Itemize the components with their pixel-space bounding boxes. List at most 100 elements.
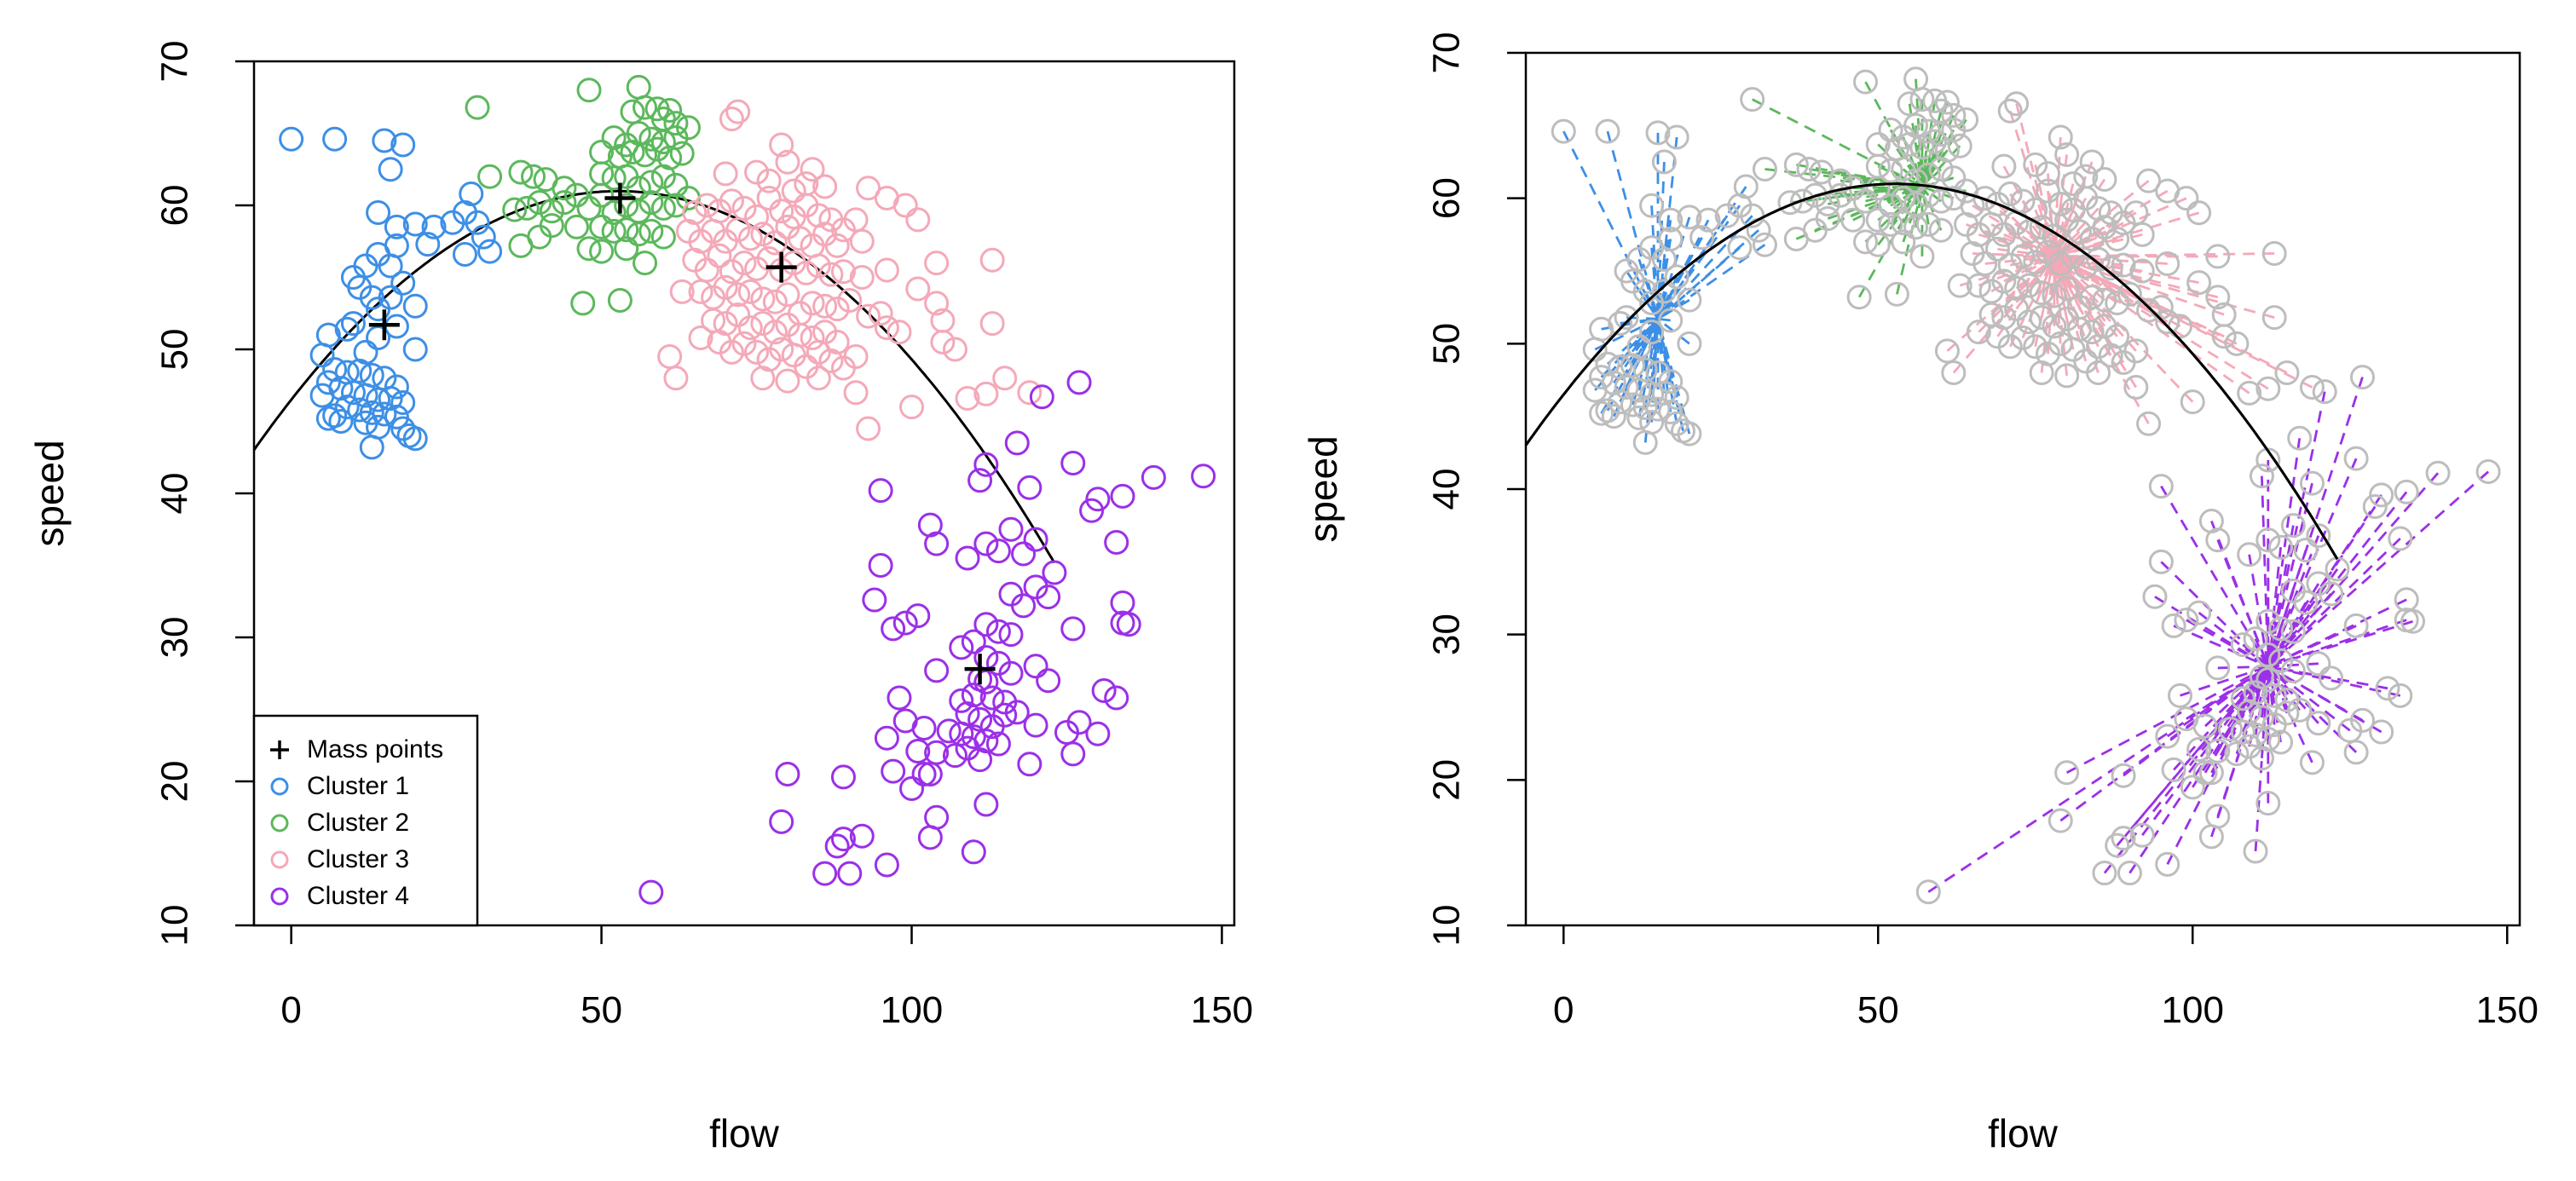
y-tick-label: 50 <box>1426 323 1468 365</box>
data-point <box>1023 712 1048 738</box>
data-point <box>2261 683 2287 708</box>
data-point <box>1689 225 1715 251</box>
projection-segment <box>2267 547 2282 667</box>
data-point <box>340 311 366 337</box>
data-point <box>1582 337 1608 362</box>
data-point <box>1947 133 1972 158</box>
data-point <box>2117 281 2142 307</box>
data-point <box>1079 498 1105 523</box>
data-point <box>2375 676 2400 701</box>
data-point <box>2073 254 2099 279</box>
data-point <box>781 343 806 368</box>
data-point <box>1091 678 1117 704</box>
data-point <box>2098 343 2123 368</box>
projection-segment <box>2267 525 2295 667</box>
data-point <box>638 218 664 244</box>
data-point <box>762 320 788 345</box>
data-point <box>856 416 881 441</box>
data-point <box>2105 291 2130 316</box>
data-point <box>1589 400 1614 426</box>
data-point <box>632 95 658 120</box>
projection-segment <box>2053 233 2143 258</box>
data-point <box>2255 376 2281 401</box>
data-point <box>2230 686 2255 711</box>
data-point <box>955 701 980 727</box>
data-point <box>973 612 999 637</box>
legend-circle-icon <box>270 777 289 796</box>
data-point <box>2016 219 2042 245</box>
projection-segment <box>1656 291 1666 320</box>
data-point <box>1891 210 1916 236</box>
series-cluster-3 <box>657 99 1043 441</box>
data-point <box>750 286 776 312</box>
data-point <box>589 182 615 208</box>
data-point <box>1116 612 1141 637</box>
data-point <box>2249 464 2274 489</box>
data-point <box>2029 305 2054 331</box>
data-point <box>465 95 490 120</box>
projection-segment <box>2053 255 2199 285</box>
legend-circle-icon <box>270 850 289 869</box>
data-point <box>1011 541 1037 567</box>
data-point <box>719 339 744 365</box>
mass-point-marker <box>604 182 636 214</box>
data-point <box>1141 464 1166 490</box>
data-point <box>1677 331 1702 356</box>
projection-segment <box>2053 256 2099 348</box>
data-point <box>2475 459 2501 485</box>
data-point <box>707 243 732 268</box>
data-point <box>1922 129 1948 154</box>
data-point <box>2004 296 2030 321</box>
data-point <box>725 302 751 327</box>
projection-segment <box>2040 256 2056 294</box>
data-point <box>1614 375 1639 400</box>
data-point <box>552 190 577 216</box>
data-point <box>899 775 925 801</box>
data-point <box>2186 736 2212 762</box>
data-point <box>2155 723 2180 749</box>
data-point <box>1645 120 1671 146</box>
data-point <box>1104 529 1129 555</box>
data-point <box>2155 851 2180 877</box>
right-chart-panel: 0 50 100 150 10 20 30 40 50 60 70 flow speed <box>1301 32 2538 1155</box>
data-point <box>998 622 1024 648</box>
legend-label: Cluster 1 <box>307 772 409 800</box>
data-point <box>1783 152 1809 177</box>
data-point <box>1595 118 1620 144</box>
left-chart-panel: 0 50 100 150 10 20 30 40 50 60 70 flow speed Mass poi… <box>27 41 1253 1155</box>
data-point <box>2086 334 2111 360</box>
mass-point-marker <box>964 654 996 685</box>
data-point <box>1941 102 1967 128</box>
projection-segment <box>2267 482 2313 667</box>
plot-area <box>254 74 1216 905</box>
data-point <box>788 226 813 251</box>
data-point <box>2319 581 2344 607</box>
data-point <box>638 879 664 905</box>
y-tick-label: 40 <box>154 473 196 515</box>
data-point <box>2287 425 2313 451</box>
data-point <box>1865 232 1891 257</box>
data-point <box>638 190 664 216</box>
data-point <box>2048 331 2073 356</box>
data-point <box>1651 149 1677 175</box>
data-point <box>769 337 794 362</box>
data-point <box>402 426 428 452</box>
data-point <box>719 188 744 214</box>
data-point <box>713 274 738 300</box>
data-point <box>2036 178 2061 204</box>
data-point <box>315 370 341 395</box>
projection-segment <box>1650 302 1660 320</box>
data-point <box>2287 697 2313 723</box>
projection-segment <box>2053 219 2068 257</box>
data-point <box>1626 377 1652 403</box>
data-point <box>775 282 800 308</box>
data-point <box>1620 353 1645 378</box>
data-point <box>366 297 391 322</box>
data-point <box>2010 188 2036 214</box>
data-point <box>309 383 335 408</box>
projection-segment <box>1656 186 1747 320</box>
data-point <box>961 724 986 750</box>
data-point <box>2400 608 2426 634</box>
data-point <box>881 758 906 784</box>
data-point <box>508 159 534 185</box>
